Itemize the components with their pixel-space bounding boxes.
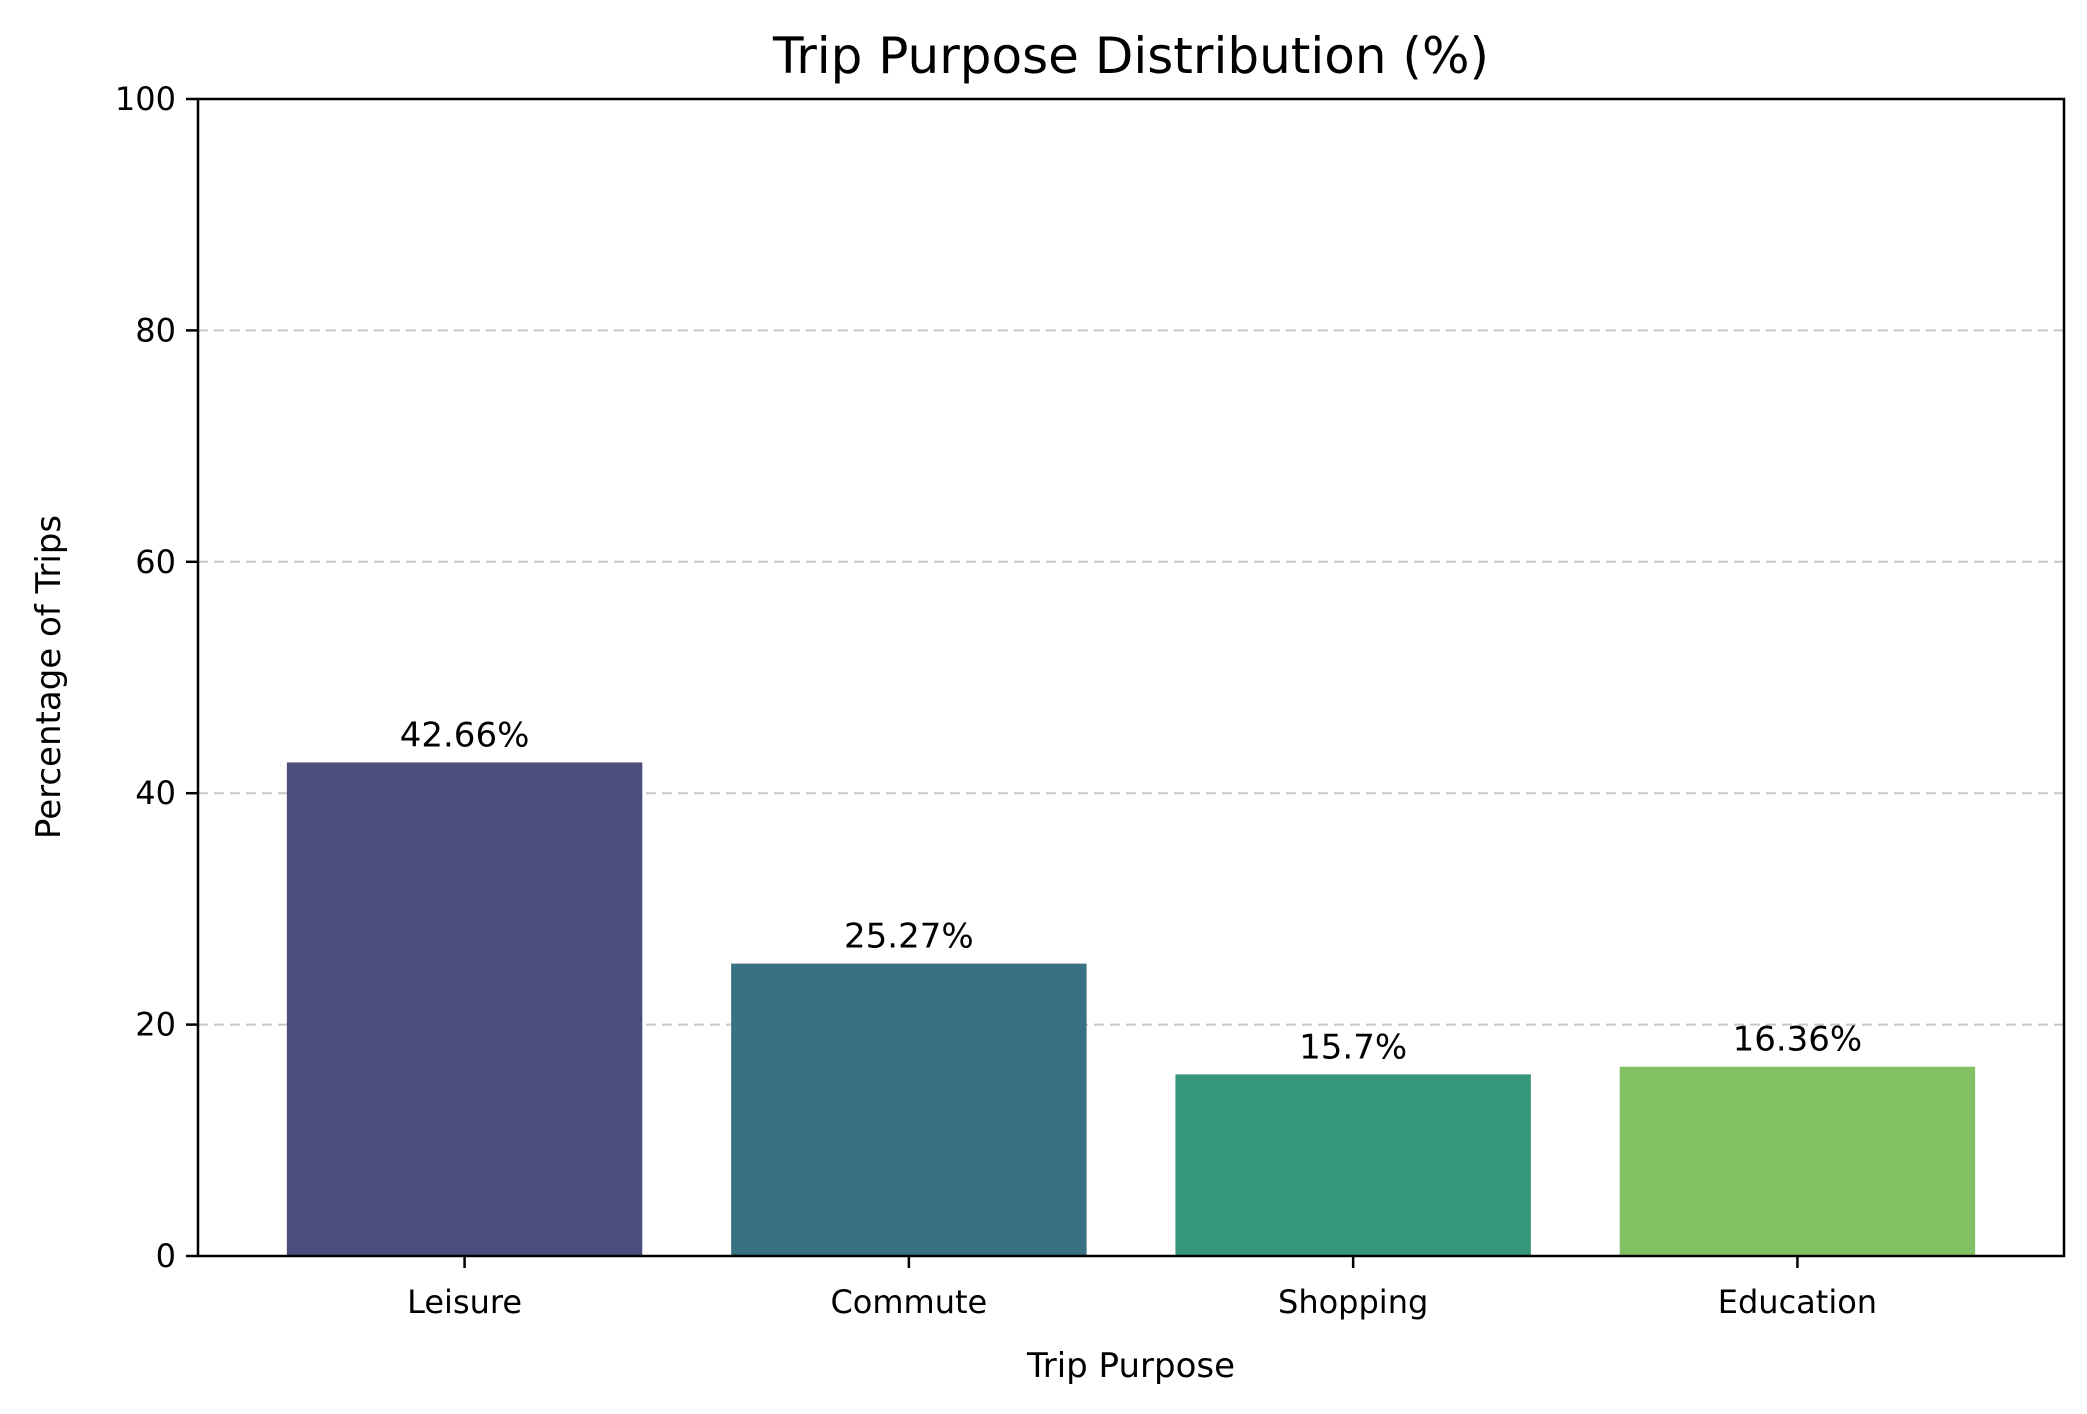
bar-education — [1619, 1066, 1976, 1256]
y-tick-label-40: 40 — [135, 774, 176, 812]
x-axis: Leisure Commute Shopping Education — [407, 1256, 1877, 1321]
y-tick-label-60: 60 — [135, 543, 176, 581]
x-tick-label-education: Education — [1718, 1283, 1877, 1321]
y-tick-label-100: 100 — [115, 80, 176, 118]
bar-value-label-education: 16.36% — [1733, 1020, 1863, 1060]
plot-frame — [196, 97, 2066, 1258]
bar-value-label-leisure: 42.66% — [400, 715, 530, 755]
x-axis-label: Trip Purpose — [1026, 1346, 1235, 1386]
y-axis-label: Percentage of Trips — [29, 515, 69, 839]
x-tick-label-commute: Commute — [830, 1283, 987, 1321]
bar-shopping — [1175, 1074, 1531, 1256]
y-axis: 0 20 40 60 80 100 — [115, 80, 198, 1275]
y-tick-label-80: 80 — [135, 311, 176, 349]
bar-value-label-commute: 25.27% — [844, 917, 974, 957]
chart-title: Trip Purpose Distribution (%) — [772, 27, 1489, 85]
y-tick-label-20: 20 — [135, 1006, 176, 1044]
x-tick-label-shopping: Shopping — [1278, 1283, 1428, 1321]
bar-value-label-shopping: 15.7% — [1299, 1027, 1407, 1067]
bars — [286, 762, 1976, 1256]
bar-commute — [731, 963, 1087, 1256]
x-tick-label-leisure: Leisure — [407, 1283, 522, 1321]
bar-leisure — [286, 762, 643, 1256]
y-tick-label-0: 0 — [156, 1237, 176, 1275]
bar-value-labels: 42.66% 25.27% 15.7% 16.36% — [400, 715, 1863, 1067]
